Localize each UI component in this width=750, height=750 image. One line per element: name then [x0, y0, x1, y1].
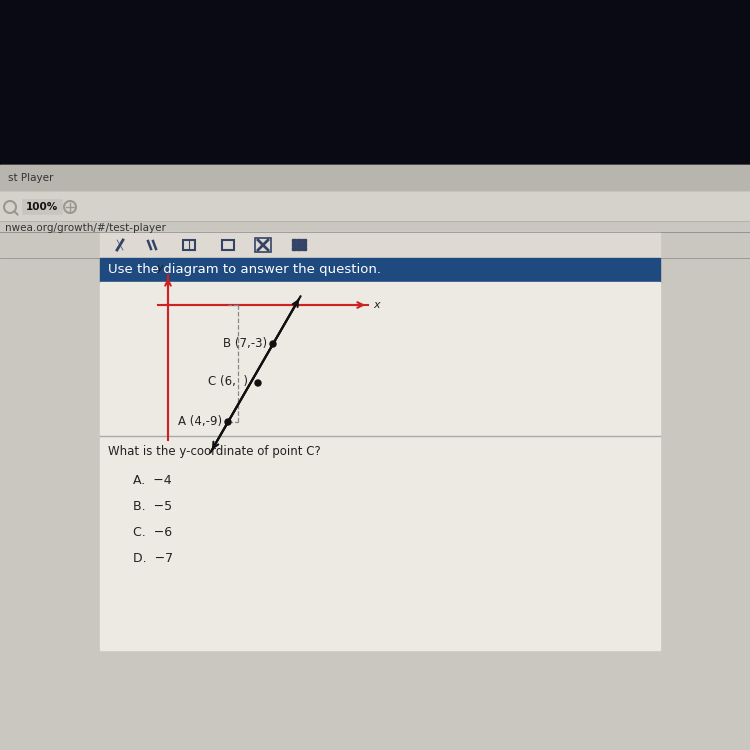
Text: D.  −7: D. −7 [133, 551, 173, 565]
Bar [292, 243, 296, 246]
Circle shape [113, 500, 127, 514]
Circle shape [255, 380, 261, 386]
Bar [0, 192, 750, 220]
Bar [255, 238, 271, 252]
Circle shape [113, 526, 127, 540]
Bar [297, 247, 301, 250]
Text: C (6,  ): C (6, ) [208, 376, 248, 388]
Bar [302, 239, 306, 242]
Bar [183, 240, 195, 250]
Bar [292, 239, 296, 242]
Text: A (4,-9): A (4,-9) [178, 415, 222, 428]
Text: B.  −5: B. −5 [133, 500, 172, 514]
Bar [100, 232, 660, 257]
Circle shape [113, 473, 127, 487]
Circle shape [225, 419, 231, 425]
Bar [0, 165, 750, 750]
Bar [0, 165, 750, 190]
Bar [302, 247, 306, 250]
Bar [100, 282, 660, 435]
Bar [297, 243, 301, 246]
Bar [100, 258, 660, 282]
Circle shape [113, 551, 127, 565]
Text: y: y [157, 263, 164, 273]
Bar [302, 243, 306, 246]
Text: x: x [373, 300, 380, 310]
Bar [292, 247, 296, 250]
Text: C.  −6: C. −6 [133, 526, 172, 539]
Bar [22, 199, 62, 214]
Text: nwea.org/growth/#/test-player: nwea.org/growth/#/test-player [5, 223, 166, 233]
Text: What is the y-coordinate of point C?: What is the y-coordinate of point C? [108, 445, 321, 458]
Text: 100%: 100% [26, 202, 58, 211]
Text: A.  −4: A. −4 [133, 473, 172, 487]
Bar [297, 239, 301, 242]
Bar [222, 240, 234, 250]
Bar [100, 436, 660, 650]
Text: B (7,-3): B (7,-3) [223, 337, 267, 350]
Text: st Player: st Player [8, 173, 53, 183]
Text: Use the diagram to answer the question.: Use the diagram to answer the question. [108, 263, 381, 277]
Circle shape [270, 341, 276, 347]
Bar [0, 0, 750, 170]
